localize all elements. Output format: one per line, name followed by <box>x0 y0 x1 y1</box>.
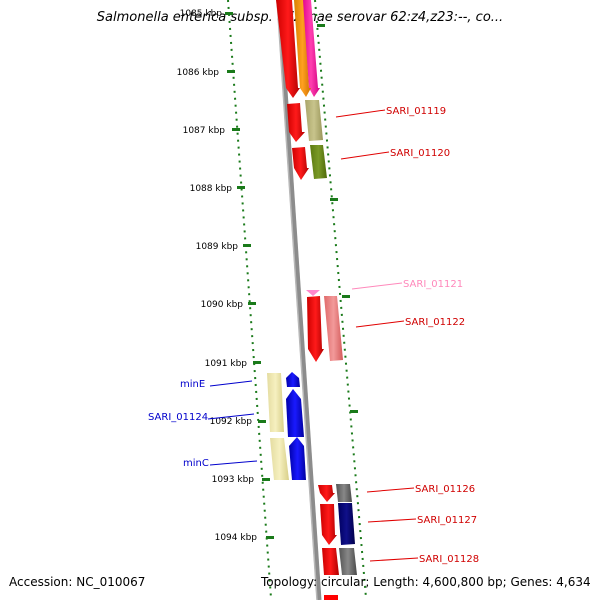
gene-feature-red-01122[interactable] <box>307 296 324 362</box>
gene-feature-navy-01127[interactable] <box>338 503 355 545</box>
tick-label: 1086 kbp <box>177 68 220 78</box>
gene-feature-yellow-2[interactable] <box>270 438 289 480</box>
gene-label-sari-01119[interactable]: SARI_01119 <box>386 106 446 117</box>
gene-label-sari-01121[interactable]: SARI_01121 <box>403 279 463 290</box>
leader-line-01127 <box>367 518 417 523</box>
gene-feature-red-01127[interactable] <box>320 504 337 545</box>
leader-line-minE <box>209 380 253 387</box>
leader-line-minC <box>209 460 258 466</box>
tick-ring-left <box>227 0 272 599</box>
gene-feature-red-bottom[interactable] <box>324 595 338 600</box>
gene-feature-magenta[interactable] <box>302 0 320 97</box>
gene-feature-blue-minE[interactable] <box>286 372 300 387</box>
gene-feature-red-01128[interactable] <box>322 548 339 575</box>
tick-mark-r2 <box>330 198 338 201</box>
leader-line-01126 <box>366 487 415 493</box>
tick-label: 1089 kbp <box>196 242 239 252</box>
tick-marks <box>225 12 358 539</box>
tick-label: 1094 kbp <box>215 533 258 543</box>
gene-label-sari-01128[interactable]: SARI_01128 <box>419 554 479 565</box>
tick-label: 1085 kbp <box>180 9 223 19</box>
gene-feature-blue-minC[interactable] <box>289 437 306 480</box>
tick-mark-r3 <box>342 295 350 298</box>
gene-feature-pink-01121[interactable] <box>306 290 320 296</box>
tick-label: 1092 kbp <box>210 417 253 427</box>
gene-feature-salmon-01122[interactable] <box>324 296 343 361</box>
gene-label-sari-01120[interactable]: SARI_01120 <box>390 148 450 159</box>
tick-label: 1091 kbp <box>205 359 248 369</box>
gene-feature-olive-01119[interactable] <box>305 100 323 141</box>
gene-label-minc[interactable]: minC <box>183 458 209 469</box>
gene-feature-gray-01128[interactable] <box>339 548 357 575</box>
tick-label: 1090 kbp <box>201 300 244 310</box>
tick-label: 1088 kbp <box>190 184 233 194</box>
gene-feature-red-top[interactable] <box>276 0 300 98</box>
genome-backbone-highlight <box>276 0 318 600</box>
leader-line-01119 <box>335 109 386 118</box>
tick-mark-1090 <box>248 302 256 305</box>
gene-feature-gray-01126[interactable] <box>336 484 352 502</box>
genome-summary-text: Topology: circular; Length: 4,600,800 bp… <box>261 575 591 589</box>
leader-line-01120 <box>340 151 390 160</box>
gene-label-sari-01127[interactable]: SARI_01127 <box>417 515 477 526</box>
gene-label-sari-01126[interactable]: SARI_01126 <box>415 484 475 495</box>
leader-line-01121 <box>351 282 403 290</box>
tick-mark-r4 <box>350 410 358 413</box>
tick-mark-1086 <box>227 70 235 73</box>
tick-mark-1091 <box>253 361 261 364</box>
tick-mark-1088 <box>237 186 245 189</box>
tick-mark-1087 <box>232 128 240 131</box>
gene-label-sari-01124[interactable]: SARI_01124 <box>148 412 208 423</box>
tick-mark-1094 <box>266 536 274 539</box>
gene-feature-green-01120[interactable] <box>310 145 327 179</box>
gene-label-mine[interactable]: minE <box>180 379 205 390</box>
gene-feature-yellow-1[interactable] <box>267 373 284 432</box>
leader-line-01122 <box>355 320 405 328</box>
tick-mark-1085 <box>225 12 233 15</box>
gene-cluster-top[interactable] <box>276 0 320 98</box>
gene-label-sari-01122[interactable]: SARI_01122 <box>405 317 465 328</box>
tick-mark-1093 <box>262 478 270 481</box>
tick-mark-1089 <box>243 244 251 247</box>
tick-label: 1093 kbp <box>212 475 255 485</box>
tick-label: 1087 kbp <box>183 126 226 136</box>
accession-text: Accession: NC_010067 <box>9 575 146 589</box>
tick-mark-1092 <box>258 420 266 423</box>
tick-mark-r1 <box>317 24 325 27</box>
leader-line-01128 <box>369 557 419 562</box>
leader-line-01124 <box>207 413 255 420</box>
gene-feature-red-01126[interactable] <box>318 485 335 502</box>
gene-feature-orange[interactable] <box>294 0 311 97</box>
gene-feature-red-01120[interactable] <box>292 147 309 180</box>
gene-feature-blue-01124[interactable] <box>286 389 304 437</box>
gene-feature-red-01119[interactable] <box>287 103 305 142</box>
genome-backbone <box>276 0 322 600</box>
